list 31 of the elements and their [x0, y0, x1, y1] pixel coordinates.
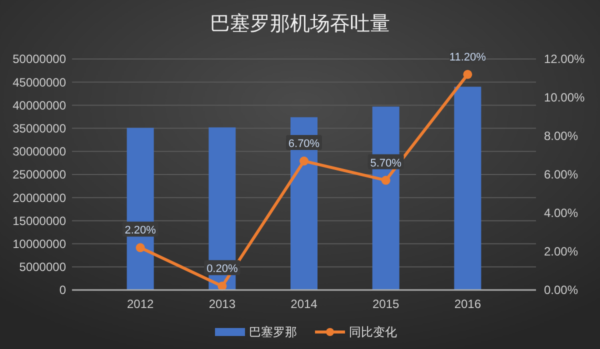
y-tick-label: 35000000: [12, 122, 66, 136]
y-tick-label: 10000000: [12, 237, 66, 251]
x-tick-label: 2016: [454, 297, 482, 311]
y2-tick-label: 2.00%: [544, 244, 578, 259]
data-label: 0.20%: [206, 263, 238, 276]
y-tick-label: 5000000: [19, 260, 66, 274]
legend-label: 巴塞罗那: [249, 325, 297, 340]
legend-label: 同比变化: [349, 325, 397, 340]
y-tick-label: 20000000: [12, 190, 66, 205]
y-tick-label: 45000000: [12, 75, 66, 90]
x-tick-label: 2012: [126, 297, 154, 311]
data-label: 5.70%: [370, 157, 402, 170]
x-tick-label: 2014: [290, 297, 318, 311]
y2-tick-label: 6.00%: [544, 168, 578, 182]
chart-title: 巴塞罗那机场吞吐量: [210, 12, 390, 35]
y2-tick-label: 4.00%: [544, 206, 578, 220]
y-tick-label: 40000000: [12, 98, 66, 112]
y2-tick-label: 8.00%: [544, 129, 578, 144]
y2-tick-label: 12.00%: [544, 52, 586, 66]
y2-tick-label: 10.00%: [544, 90, 586, 105]
y-tick-label: 30000000: [12, 144, 66, 159]
data-label: 11.20%: [449, 51, 486, 64]
y-tick-label: 0: [59, 283, 66, 298]
x-tick-label: 2013: [208, 297, 236, 311]
data-label: 2.20%: [124, 224, 156, 237]
x-tick-label: 2015: [372, 297, 400, 311]
data-label: 6.70%: [288, 138, 320, 150]
y-tick-label: 50000000: [12, 52, 66, 66]
y-tick-label: 15000000: [12, 214, 66, 228]
y2-tick-label: 0.00%: [544, 283, 578, 298]
y-tick-label: 25000000: [12, 168, 66, 182]
